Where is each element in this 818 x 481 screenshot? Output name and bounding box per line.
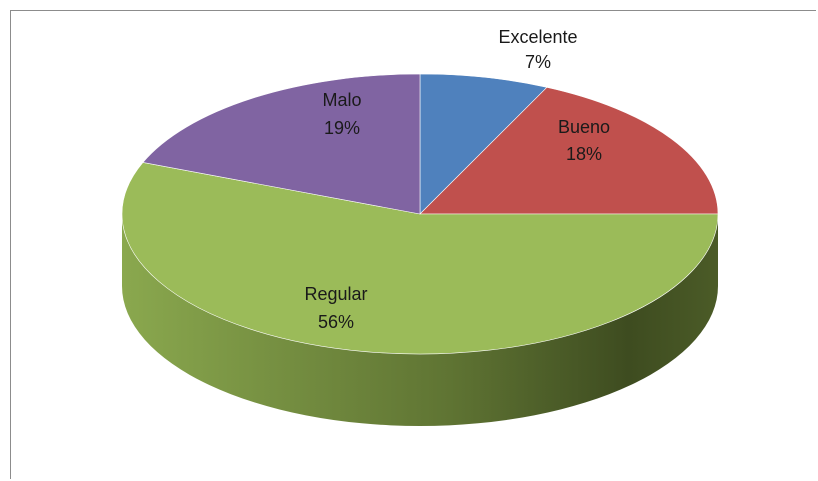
pie-slice-malo [142,73,421,215]
slice-label-malo: Malo [322,90,361,110]
slice-label-bueno: Bueno [558,117,610,137]
pie-tops [121,73,719,355]
slice-label-excelente: Excelente [498,27,577,47]
pie-slice-excelente [419,73,548,215]
slice-value-malo: 19% [324,118,360,138]
pie-slice-bueno [419,86,719,215]
pie-slice-regular [121,162,719,355]
pie-sides [122,214,718,426]
slice-value-excelente: 7% [525,52,551,72]
pie-labels: Excelente 7% Bueno 18% Regular 56% Malo 19% [304,27,610,332]
slice-label-regular: Regular [304,284,367,304]
pie-side-regular [122,214,718,426]
slice-value-bueno: 18% [566,144,602,164]
slice-value-regular: 56% [318,312,354,332]
